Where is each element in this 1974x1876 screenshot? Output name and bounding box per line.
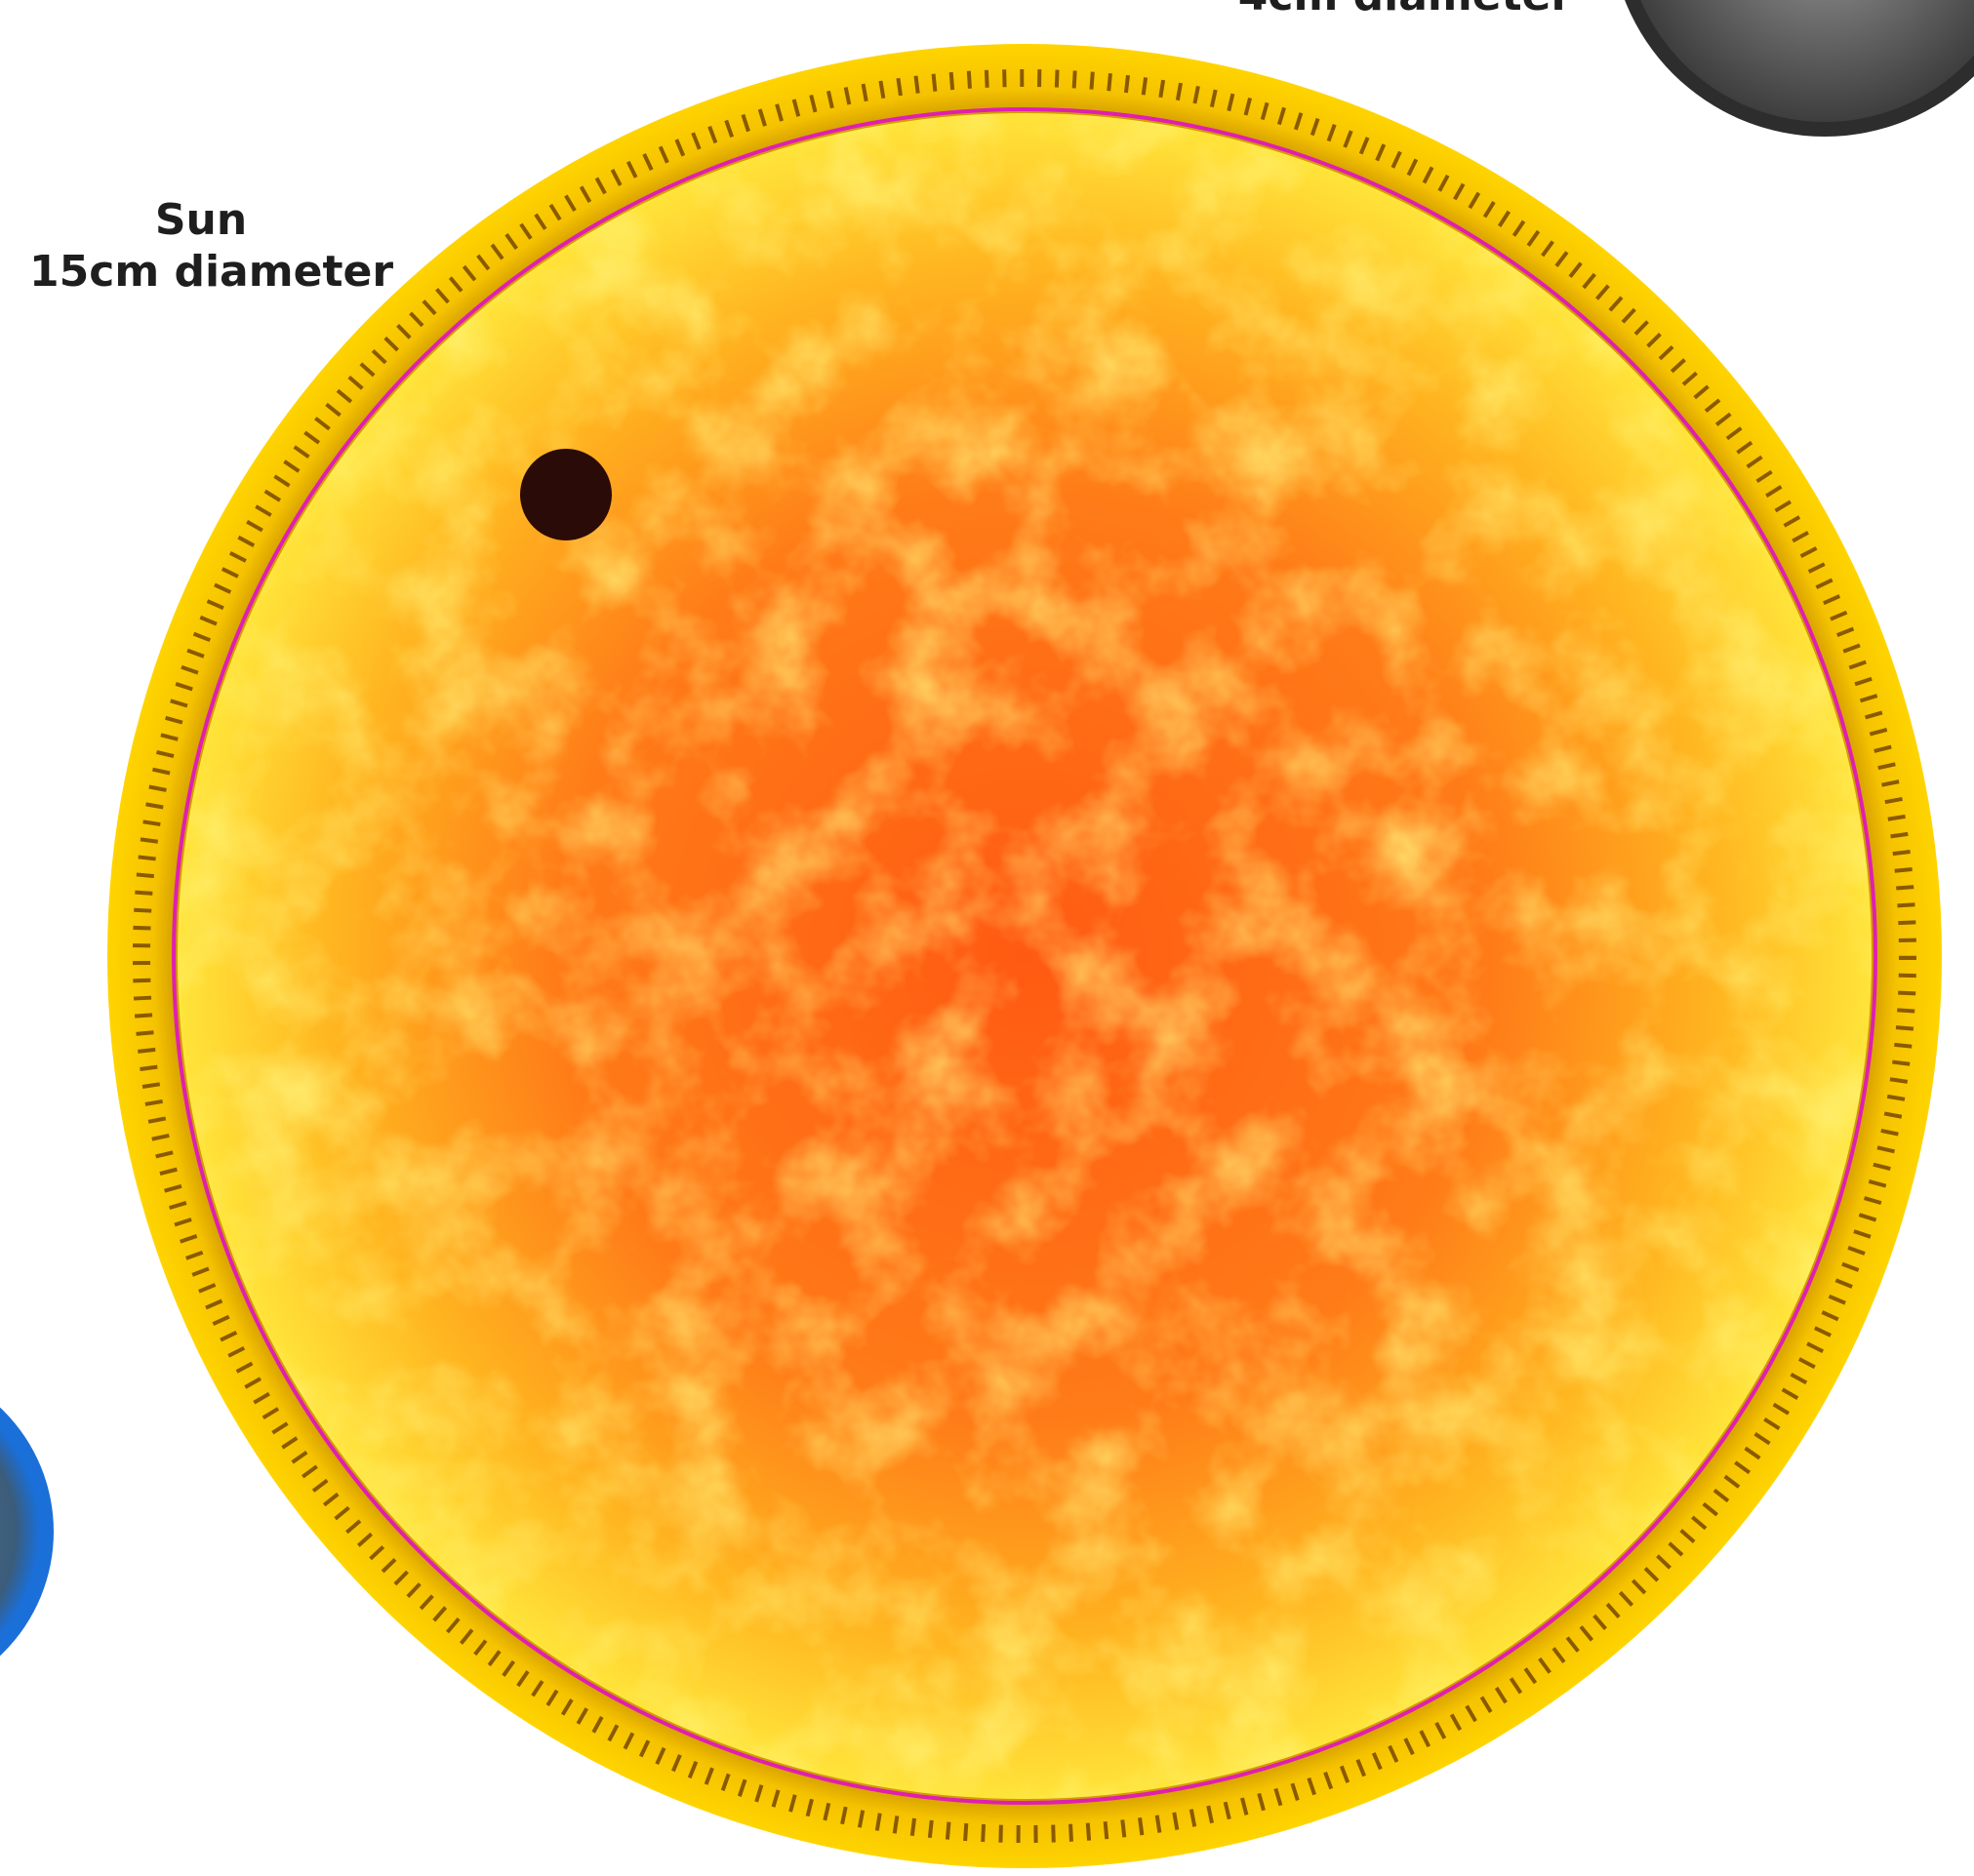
sun-surface-texture — [178, 113, 1872, 1799]
sun-name: Sun — [154, 195, 248, 245]
earth-object — [0, 1407, 54, 1656]
sun-rim-stitching — [133, 69, 1916, 1843]
sun-label: Sun 15cm diameter — [29, 195, 394, 299]
sun-size: 15cm diameter — [29, 246, 394, 297]
sunspot — [520, 449, 612, 540]
sun-illustration — [107, 44, 1942, 1868]
moon-object — [1625, 0, 1974, 137]
top-right-object-size: 4cm diameter — [1210, 0, 1600, 22]
